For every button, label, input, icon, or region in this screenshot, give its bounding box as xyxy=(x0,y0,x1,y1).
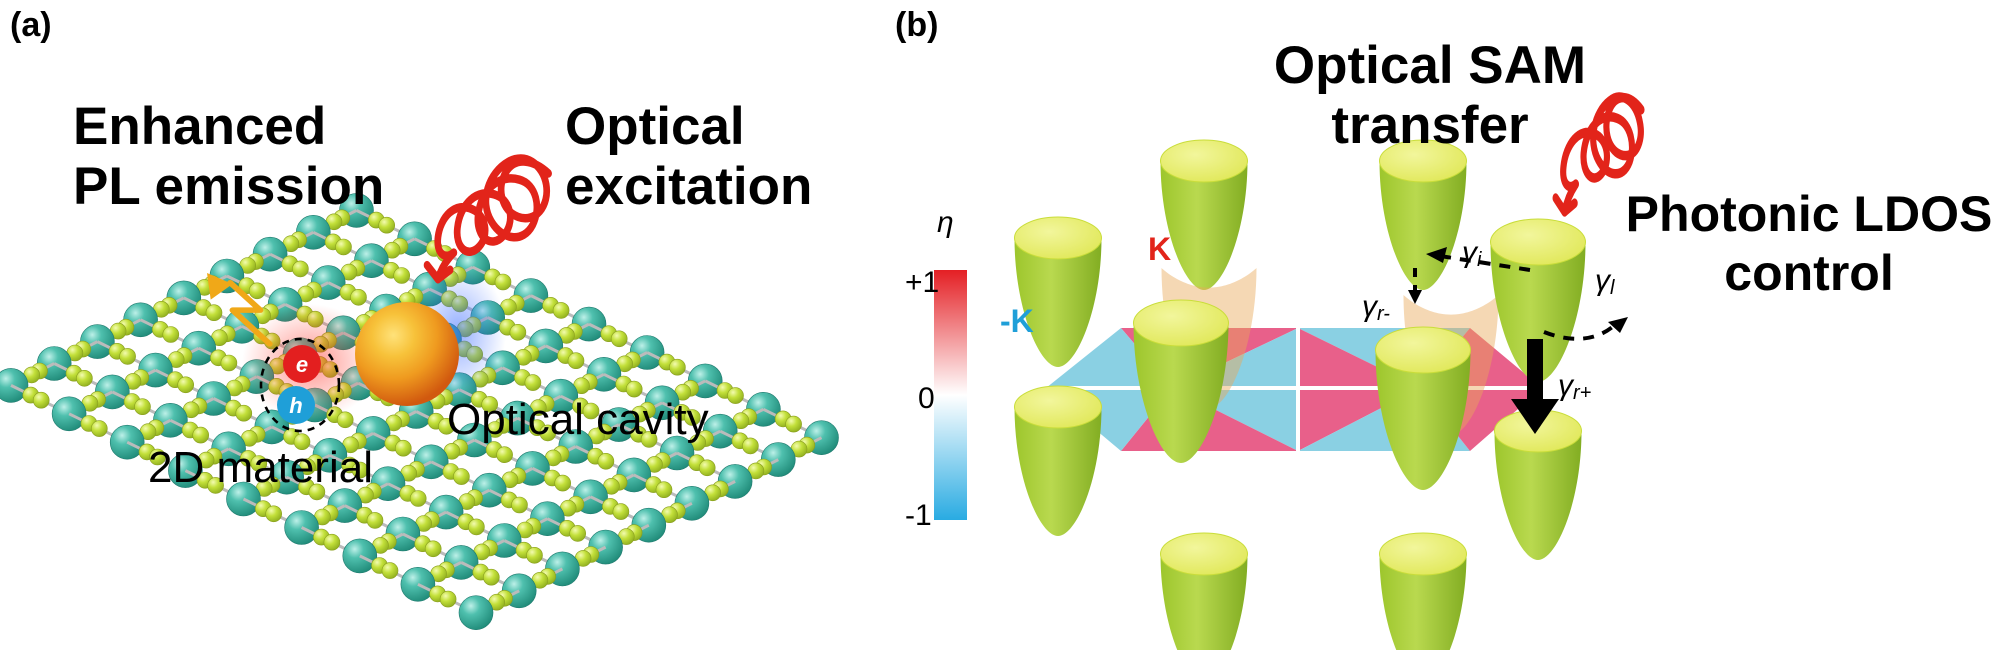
svg-text:γr-: γr- xyxy=(1362,290,1390,325)
svg-text:γl: γl xyxy=(1595,264,1615,299)
svg-text:+1: +1 xyxy=(905,266,939,299)
svg-text:K: K xyxy=(1148,231,1171,267)
svg-text:-K: -K xyxy=(1000,303,1034,339)
svg-text:γr+: γr+ xyxy=(1558,369,1591,404)
svg-text:γi: γi xyxy=(1462,236,1482,271)
svg-text:η: η xyxy=(937,206,954,239)
svg-text:0: 0 xyxy=(918,382,935,415)
svg-text:-1: -1 xyxy=(905,499,932,532)
